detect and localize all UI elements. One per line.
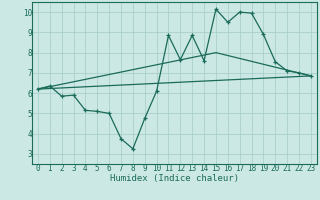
X-axis label: Humidex (Indice chaleur): Humidex (Indice chaleur) bbox=[110, 174, 239, 183]
